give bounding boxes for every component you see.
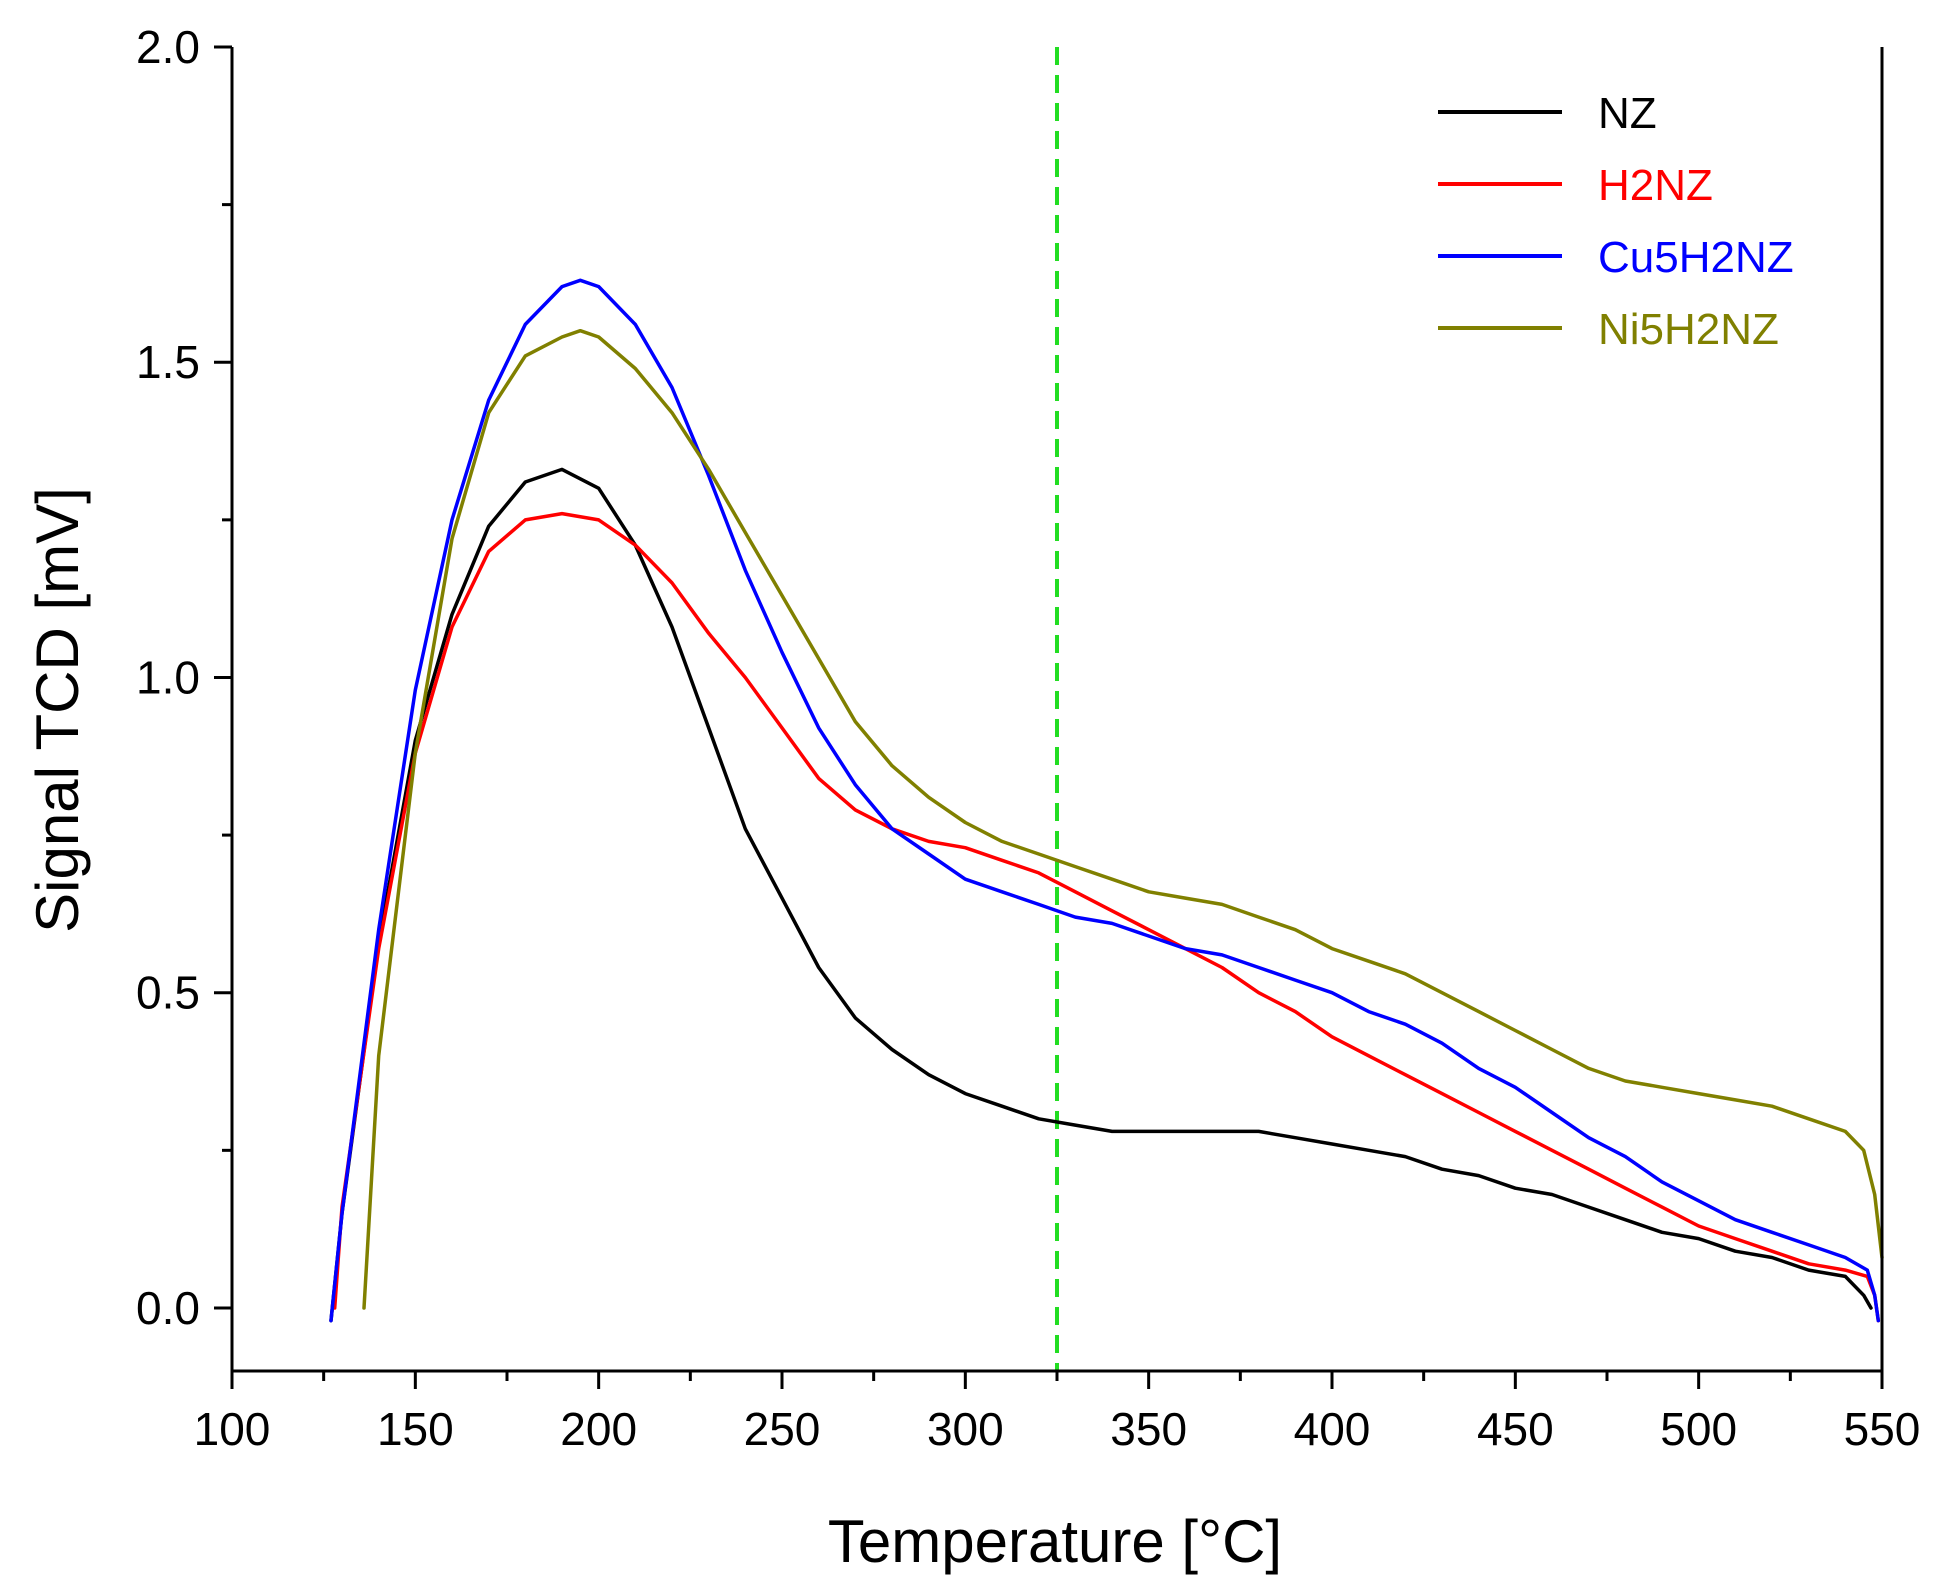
x-tick-label: 500 <box>1660 1403 1737 1455</box>
legend-label-cu5h2nz: Cu5H2NZ <box>1598 233 1794 282</box>
legend-label-h2nz: H2NZ <box>1598 161 1713 210</box>
axes: 100 150 200 250 300 350 400 450 500 550 0.0 0.5 1.0 1… <box>136 21 1920 1455</box>
series-line-nz <box>329 467 1873 1323</box>
x-tick-label: 250 <box>744 1403 821 1455</box>
series-line-h2nz <box>332 511 1881 1323</box>
x-tick-label: 450 <box>1477 1403 1554 1455</box>
legend: NZ H2NZ Cu5H2NZ Ni5H2NZ <box>1438 89 1794 354</box>
plot-area <box>329 47 1884 1371</box>
y-tick-label: 0.0 <box>136 1282 200 1334</box>
series-line-ni5h2nz <box>362 328 1884 1310</box>
y-axis-title: Signal TCD [mV] <box>24 487 91 933</box>
x-axis-title: Temperature [°C] <box>828 1508 1282 1575</box>
y-tick-label: 1.5 <box>136 336 200 388</box>
legend-label-ni5h2nz: Ni5H2NZ <box>1598 305 1779 354</box>
x-tick-label: 100 <box>194 1403 271 1455</box>
y-tick-label: 2.0 <box>136 21 200 73</box>
y-tick-label: 1.0 <box>136 651 200 703</box>
y-tick-label: 0.5 <box>136 967 200 1019</box>
x-tick-label: 550 <box>1844 1403 1921 1455</box>
x-tick-label: 350 <box>1110 1403 1187 1455</box>
series-line-cu5h2nz <box>329 278 1881 1323</box>
x-tick-label: 150 <box>377 1403 454 1455</box>
x-tick-label: 200 <box>560 1403 637 1455</box>
legend-label-nz: NZ <box>1598 89 1657 138</box>
x-tick-label: 300 <box>927 1403 1004 1455</box>
x-tick-label: 400 <box>1294 1403 1371 1455</box>
